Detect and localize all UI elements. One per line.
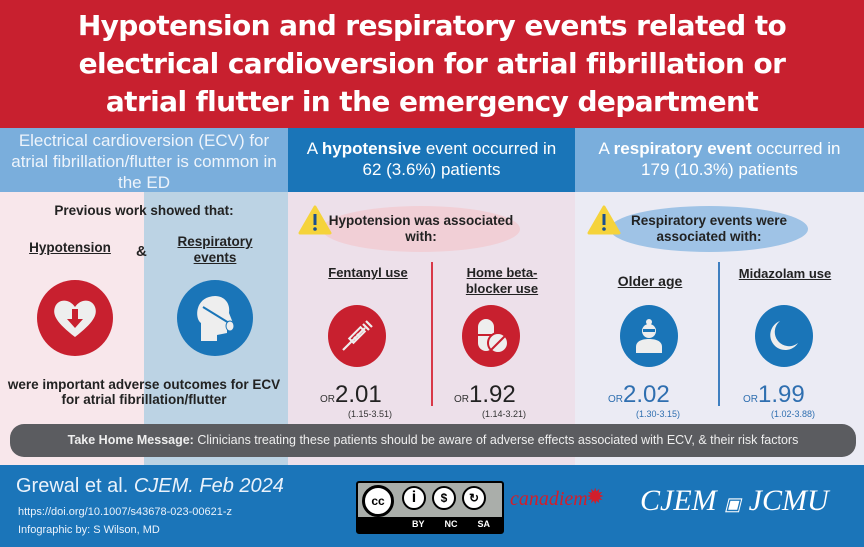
col3-header: A respiratory event occurred in 179 (10.3… [575,128,864,192]
col2-header: A hypotensive event occurred in 62 (3.6%)… [288,128,575,192]
citation: Grewal et al. CJEM. Feb 2024 [16,475,284,497]
noncommercial-icon: $ [432,486,456,510]
intro-text: Previous work showed that: [54,203,234,218]
credit: Infographic by: S Wilson, MD [18,524,160,536]
respiratory-label: Respiratory events [177,234,253,265]
factor-label: Fentanyl use [328,265,408,280]
take-home-message: Take Home Message: Clinicians treating t… [10,424,856,457]
title-line: Hypotension and respiratory events relat… [77,9,787,42]
doi-link[interactable]: https://doi.org/10.1007/s43678-023-00621… [18,506,233,518]
cjem-logo: CJEM ▣ JCMU [640,484,829,517]
factor-label: Midazolam use [738,266,832,281]
oxygen-mask-icon [177,280,253,356]
odds-ratio: OR1.92 (1.14-3.21) [454,381,527,419]
elderly-person-icon [620,305,678,367]
divider [431,262,433,406]
odds-ratio: OR1.99 (1.02-3.88) [743,381,816,419]
factor-label: Older age [617,273,683,289]
odds-ratio: OR2.01 (1.15-3.51) [320,381,393,419]
divider [718,262,720,406]
syringe-icon [328,305,386,367]
heart-down-icon [37,280,113,356]
cc-license-badge[interactable]: BY NC SA cc i $ ↻ [356,481,504,534]
cjem-emblem-icon: ▣ [724,494,742,514]
cc-icon: cc [362,485,394,517]
col1-header: Electrical cardioversion (ECV) for atria… [0,128,288,192]
factor-label: Home beta-blocker use [465,265,539,296]
outro-text: were important adverse outcomes for ECV … [7,377,281,407]
pills-icon [462,305,520,367]
warning-icon [587,205,621,235]
title-line: electrical cardioversion for atrial fibr… [78,47,786,80]
odds-ratio: OR2.02 (1.30-3.15) [608,381,681,419]
attribution-icon: i [402,486,426,510]
canadiem-logo: canadiem [510,488,588,510]
hypotension-label: Hypotension [29,240,111,255]
moon-icon [755,305,813,367]
title-line: atrial flutter in the emergency departme… [105,85,759,118]
page-title: Hypotension and respiratory events relat… [0,0,864,128]
hypotension-pill: Hypotension was associated with: [322,206,520,252]
respiratory-pill: Respiratory events were associated with: [610,206,808,252]
maple-leaf-icon: ✹ [586,484,605,509]
sharealike-icon: ↻ [462,486,486,510]
warning-icon [298,205,332,235]
ampersand: & [136,243,147,260]
